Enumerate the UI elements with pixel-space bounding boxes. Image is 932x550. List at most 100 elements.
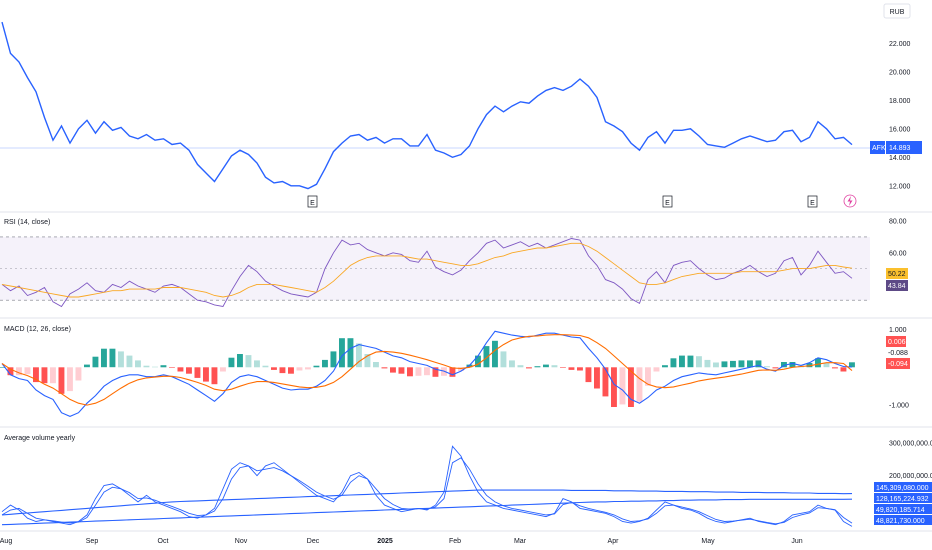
histogram-bar [670, 358, 677, 368]
histogram-bar [679, 355, 685, 368]
histogram-bar [509, 360, 515, 368]
macd-title: MACD (12, 26, close) [4, 326, 71, 333]
x-tick-label: Mar [514, 538, 527, 545]
histogram-bar [551, 365, 558, 368]
histogram-bar [101, 348, 107, 368]
histogram-bar [662, 365, 668, 368]
x-tick-label: Dec [307, 538, 320, 545]
x-tick-label: Oct [158, 538, 169, 545]
histogram-bar [458, 367, 464, 371]
histogram-bar [356, 343, 362, 368]
histogram-bar [339, 338, 345, 368]
histogram-bar [534, 366, 541, 368]
histogram-bar [390, 367, 396, 373]
histogram-bar [305, 367, 311, 370]
lightning-icon[interactable] [843, 194, 857, 208]
y-tick-label: -1.000 [889, 403, 909, 410]
histogram-bar [67, 367, 73, 392]
histogram-bar [517, 365, 524, 368]
macd-histogram [0, 338, 855, 407]
histogram-bar [220, 367, 226, 372]
rsi-value-tag [886, 280, 908, 291]
histogram-bar [500, 351, 507, 368]
histogram-bar [109, 348, 116, 368]
histogram-bar [755, 360, 762, 368]
rsi-panel[interactable]: RSI (14, close) 80.00 60.00 50.22 43.84 [0, 219, 908, 308]
earnings-marker-label: E [810, 200, 815, 207]
currency-badge[interactable] [883, 3, 911, 19]
histogram-bar [24, 367, 31, 375]
volume-series-line [1, 489, 853, 516]
histogram-bar [194, 367, 201, 378]
last-price-tag [886, 141, 922, 154]
price-panel[interactable]: RUB 22.000 20.000 18.000 16.000 14.000 12.000… [0, 3, 922, 208]
histogram-bar [449, 367, 456, 377]
histogram-bar [160, 365, 167, 368]
y-tick-label: 18.000 [889, 98, 911, 105]
x-tick-label: Sep [86, 538, 99, 545]
histogram-bar [560, 367, 566, 368]
earnings-marker[interactable]: E [807, 195, 818, 208]
histogram-bar [721, 361, 728, 368]
histogram-bar [764, 366, 770, 368]
hist-value-tag [886, 358, 910, 369]
histogram-bar [7, 367, 14, 376]
histogram-bar [262, 365, 269, 368]
last-price-label: 14.893 [889, 145, 911, 152]
histogram-bar [585, 367, 592, 383]
histogram-bar [832, 367, 838, 369]
macd-value-tag [886, 336, 906, 347]
x-tick-label: Apr [608, 538, 620, 545]
histogram-bar [594, 367, 600, 389]
histogram-bar [781, 362, 787, 368]
histogram-bar [611, 367, 617, 407]
histogram-bar [381, 367, 388, 369]
x-tick-label: Aug [0, 538, 12, 545]
time-axis[interactable]: Aug Sep Oct Nov Dec 2025 Feb Mar Apr May Jun [0, 538, 803, 545]
y-tick-label: 14.000 [889, 155, 911, 162]
earnings-marker-label: E [665, 200, 670, 207]
price-line [1, 21, 853, 190]
volume-title: Average volume yearly [4, 435, 76, 442]
rsi-ma-value: 50.22 [888, 271, 906, 278]
histogram-bar [228, 357, 235, 368]
volume-value: 145,309,080.000 [876, 485, 929, 492]
y-tick-label: 16.000 [889, 126, 911, 133]
earnings-marker[interactable]: E [662, 195, 673, 208]
rsi-axis: 80.00 60.00 [889, 219, 907, 258]
rsi-line [1, 238, 853, 308]
y-tick-label: 60.00 [889, 250, 907, 257]
histogram-bar [41, 367, 48, 384]
histogram-bar [602, 367, 609, 397]
histogram-bar [415, 367, 422, 376]
volume-panel[interactable]: Average volume yearly 300,000,000.000 200… [1, 435, 932, 527]
macd-panel[interactable]: MACD (12, 26, close) 1.000 -1.000 0.006 -… [0, 326, 910, 417]
signal-value-tag [886, 347, 910, 358]
y-tick-label: 300,000,000.000 [889, 441, 932, 448]
histogram-bar [288, 367, 294, 374]
histogram-bar [687, 355, 694, 368]
histogram-bar [152, 366, 158, 368]
histogram-bar [313, 365, 320, 368]
histogram-bar [636, 367, 643, 402]
histogram-bar [492, 340, 498, 368]
earnings-marker[interactable]: E [307, 195, 318, 208]
histogram-bar [33, 367, 39, 383]
volume-series-line [1, 445, 853, 527]
volume-value-tags: 145,309,080.000 128,165,224.932 49,820,1… [874, 482, 932, 525]
histogram-bar [738, 360, 745, 368]
histogram-bar [126, 355, 133, 368]
histogram-bar [730, 360, 736, 368]
signal-value: -0.088 [888, 350, 908, 357]
volume-value: 48,821,730.000 [876, 518, 925, 525]
y-tick-label: 22.000 [889, 41, 911, 48]
histogram-bar [50, 367, 56, 384]
histogram-bar [135, 360, 141, 368]
histogram-bar [330, 351, 337, 368]
histogram-bar [628, 367, 634, 407]
currency-label: RUB [890, 9, 905, 16]
histogram-bar [432, 367, 439, 377]
x-tick-label: Nov [235, 538, 248, 545]
